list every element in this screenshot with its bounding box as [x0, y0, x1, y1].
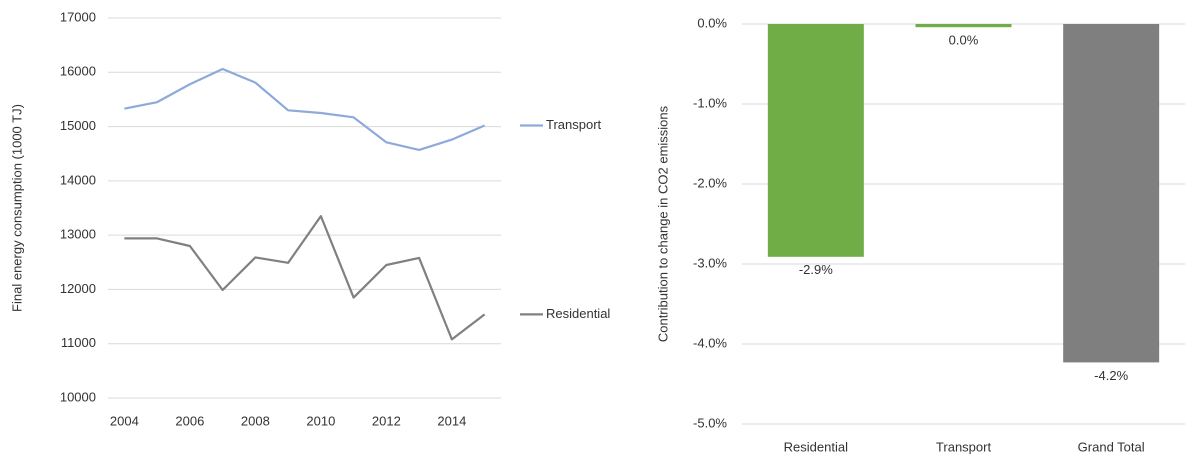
y-tick-label: 10000 [60, 389, 96, 404]
x-tick-label: Transport [936, 439, 992, 454]
y-tick-label: 11000 [61, 335, 96, 350]
y-tick-label: 13000 [60, 227, 96, 242]
y-tick-label: 15000 [60, 118, 96, 133]
bar [767, 24, 864, 257]
y-tick-label: 14000 [60, 172, 96, 187]
y-tick-label: -5.0% [693, 415, 727, 430]
legend-label: Residential [546, 306, 610, 321]
x-tick-label: 2004 [110, 413, 139, 428]
series-line [124, 67, 486, 152]
x-tick-label: 2006 [175, 413, 204, 428]
y-axis-title: Final energy consumption (1000 TJ) [9, 104, 24, 312]
bar [1063, 24, 1160, 363]
y-tick-label: -2.0% [693, 175, 727, 190]
x-tick-label: 2014 [437, 413, 466, 428]
data-label: -4.2% [1094, 368, 1128, 383]
y-tick-label: 16000 [60, 64, 96, 79]
data-label: -2.9% [799, 262, 833, 277]
legend-label: Transport [546, 117, 602, 132]
y-tick-label: 12000 [60, 281, 96, 296]
y-tick-label: -3.0% [693, 255, 727, 270]
x-tick-label: Grand Total [1078, 439, 1145, 454]
y-tick-label: -1.0% [693, 95, 727, 110]
y-tick-label: -4.0% [693, 335, 727, 350]
bar [915, 24, 1012, 28]
series-line [124, 215, 486, 341]
x-tick-label: 2008 [241, 413, 270, 428]
y-tick-label: 0.0% [697, 15, 727, 30]
data-label: 0.0% [949, 33, 979, 48]
x-tick-label: Residential [784, 439, 848, 454]
x-tick-label: 2010 [306, 413, 335, 428]
y-tick-label: 17000 [60, 9, 96, 24]
y-axis-title: Contribution to change in CO2 emissions [655, 105, 670, 342]
x-tick-label: 2012 [372, 413, 401, 428]
